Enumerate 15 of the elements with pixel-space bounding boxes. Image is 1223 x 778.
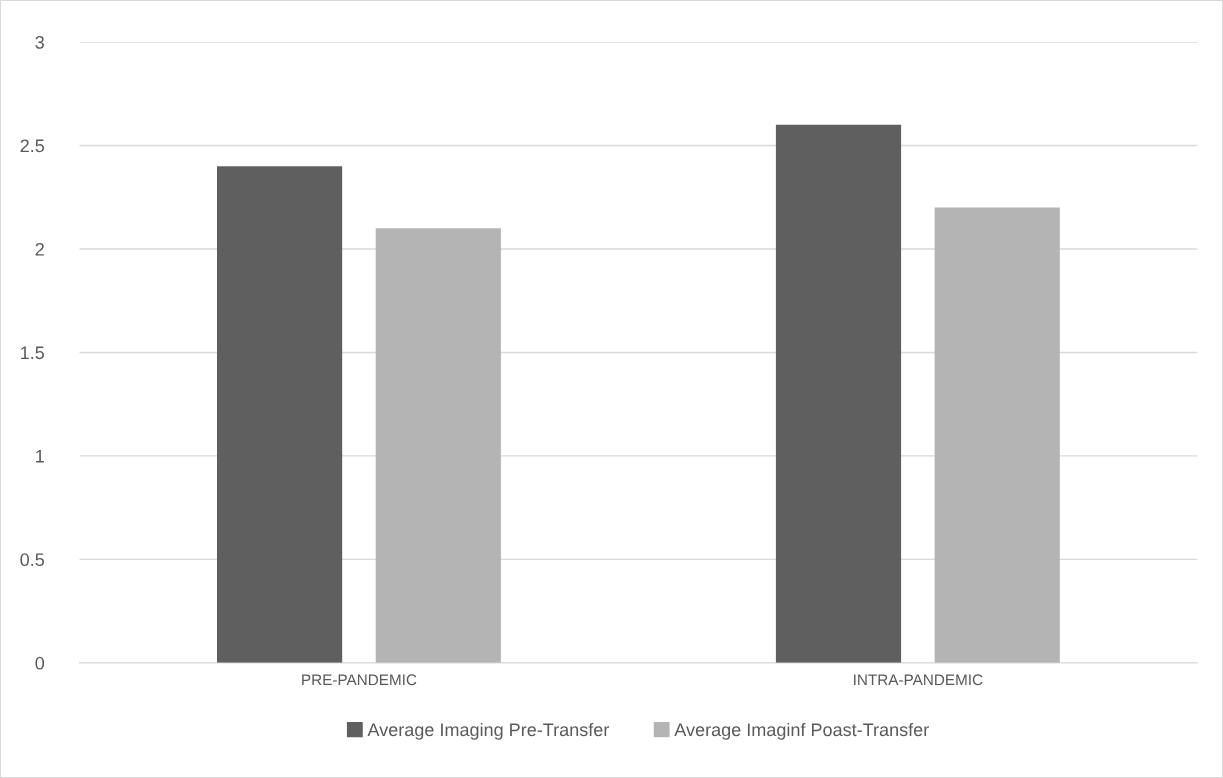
bar (934, 207, 1060, 663)
bar (375, 228, 501, 663)
bar (216, 166, 343, 663)
y-tick-label: 1.5 (21, 346, 45, 360)
y-tick-label: 0 (35, 656, 45, 670)
x-tick-label: PRE-PANDEMIC (302, 674, 417, 686)
y-tick-label: 3 (35, 35, 44, 49)
x-tick-label: INTRA-PANDEMIC (854, 674, 983, 686)
y-tick-label: 2.5 (20, 139, 45, 153)
legend-label: Average Imaging Pre-Transfer (367, 722, 610, 740)
bar (775, 124, 902, 663)
y-tick-label: 0.5 (20, 553, 45, 567)
y-tick-label: 1 (36, 450, 44, 463)
y-tick-label: 2 (35, 242, 44, 256)
legend-label: Average Imaginf Poast-Transfer (674, 722, 929, 740)
